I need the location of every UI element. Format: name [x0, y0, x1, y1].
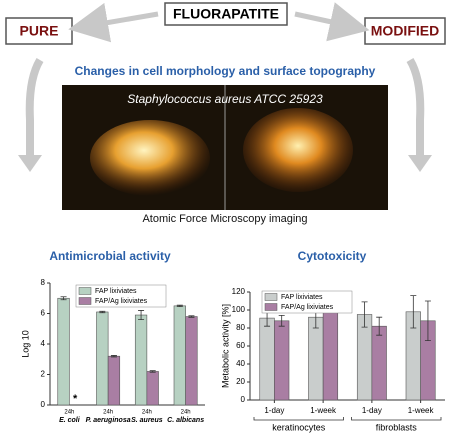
arrow: [68, 2, 159, 43]
arrow-head: [408, 155, 432, 172]
y-axis-label: Metabolic activity [%]: [220, 304, 230, 388]
y-tick-label: 0: [41, 400, 46, 409]
x-tick-label: S. aureus: [131, 417, 163, 424]
y-tick-label: 6: [41, 309, 46, 318]
y-tick-label: 80: [236, 323, 245, 332]
y-tick-label: 2: [41, 370, 46, 379]
group-label: keratinocytes: [272, 422, 326, 432]
chart-title: Cytotoxicity: [298, 249, 367, 263]
legend-label: FAP lixiviates: [95, 288, 137, 295]
bar: [96, 311, 109, 406]
x-tick-label: 1-day: [362, 406, 382, 415]
main-title: FLUORAPATITE: [173, 6, 279, 22]
bar: [322, 306, 339, 401]
y-tick-label: 20: [236, 377, 245, 386]
y-tick-label: 40: [236, 359, 245, 368]
x-sublabel: 24h: [103, 410, 113, 416]
error-bar: [410, 295, 417, 329]
y-tick-label: 4: [41, 339, 46, 348]
subtitle: Changes in cell morphology and surface t…: [75, 64, 376, 78]
arrow: [294, 2, 370, 42]
group-bracket: [351, 417, 442, 421]
right-label: MODIFIED: [371, 23, 439, 39]
afm-blob: [243, 108, 353, 192]
x-sublabel: 24h: [181, 410, 191, 416]
x-tick-label: C. albicans: [167, 417, 204, 424]
error-bar: [99, 310, 106, 314]
x-tick-label: P. aeruginosa: [86, 417, 131, 424]
bar: [134, 314, 148, 406]
bar: [185, 316, 198, 406]
legend-swatch: [78, 287, 92, 295]
x-sublabel: 24h: [142, 410, 152, 416]
bar: [371, 325, 387, 401]
error-bar: [278, 315, 285, 327]
y-axis-label: Log 10: [20, 330, 30, 358]
legend-box: [75, 284, 167, 308]
legend-swatch: [264, 303, 278, 311]
y-tick-label: 100: [232, 305, 246, 314]
error-bar: [188, 315, 195, 318]
legend-box: [261, 290, 353, 314]
x-sublabel: 24h: [64, 410, 74, 416]
group-label: fibroblasts: [376, 422, 418, 432]
error-bar: [149, 370, 156, 373]
arrow-head: [18, 155, 42, 172]
legend-label: FAP/Ag lixiviates: [95, 298, 148, 305]
x-tick-label: 1-week: [310, 406, 337, 415]
bar: [107, 355, 121, 406]
left-box: [5, 17, 73, 45]
image-label: Atomic Force Microscopy imaging: [142, 213, 307, 225]
bar: [146, 371, 159, 406]
y-tick-label: 0: [241, 395, 246, 404]
afm-blob: [90, 120, 210, 196]
bar: [274, 320, 290, 401]
x-tick-label: 1-week: [408, 406, 435, 415]
right-box: [364, 17, 446, 45]
legend-label: FAP/Ag lixiviates: [281, 304, 334, 311]
group-bracket: [253, 417, 344, 421]
legend-label: FAP lixiviates: [281, 294, 323, 301]
curved-arrow: [406, 57, 425, 160]
error-bar: [361, 301, 368, 328]
error-bar: [376, 316, 383, 336]
bar: [173, 305, 186, 406]
bar: [57, 297, 70, 406]
error-bar: [424, 300, 431, 341]
y-tick-label: 120: [232, 287, 246, 296]
x-tick-label: E. coli: [59, 417, 81, 424]
error-bar: [110, 355, 117, 358]
title-box: [164, 2, 288, 26]
y-tick-label: 8: [41, 278, 46, 287]
left-label: PURE: [20, 23, 59, 39]
error-bar: [176, 304, 183, 308]
x-tick-label: 1-day: [264, 406, 284, 415]
y-tick-label: 60: [236, 341, 245, 350]
bar: [259, 317, 275, 401]
curved-arrow: [25, 57, 44, 160]
error-bar: [60, 296, 67, 301]
image-caption: Staphylococcus aureus ATCC 25923: [127, 92, 323, 106]
bar: [308, 316, 324, 401]
legend-swatch: [264, 293, 278, 301]
chart-title: Antimicrobial activity: [49, 249, 171, 263]
legend-swatch: [78, 297, 92, 305]
error-bar: [138, 310, 145, 320]
annotation: *: [73, 393, 78, 405]
